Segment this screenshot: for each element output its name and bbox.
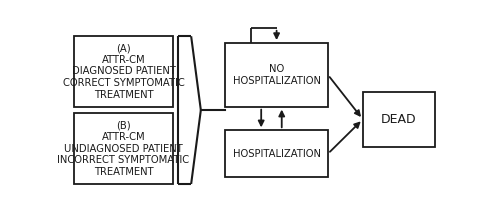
Text: HOSPITALIZATION: HOSPITALIZATION — [232, 149, 320, 159]
Text: DEAD: DEAD — [381, 113, 416, 126]
Bar — [74, 113, 173, 184]
Bar — [363, 92, 434, 147]
Text: (A)
ATTR-CM
DIAGNOSED PATIENT
CORRECT SYMPTOMATIC
TREATMENT: (A) ATTR-CM DIAGNOSED PATIENT CORRECT SY… — [62, 43, 184, 100]
Bar — [74, 36, 173, 107]
Bar — [225, 43, 328, 107]
Text: NO
HOSPITALIZATION: NO HOSPITALIZATION — [232, 64, 320, 86]
Bar — [225, 130, 328, 177]
Text: (B)
ATTR-CM
UNDIAGNOSED PATIENT
INCORRECT SYMPTOMATIC
TREATMENT: (B) ATTR-CM UNDIAGNOSED PATIENT INCORREC… — [58, 121, 190, 177]
